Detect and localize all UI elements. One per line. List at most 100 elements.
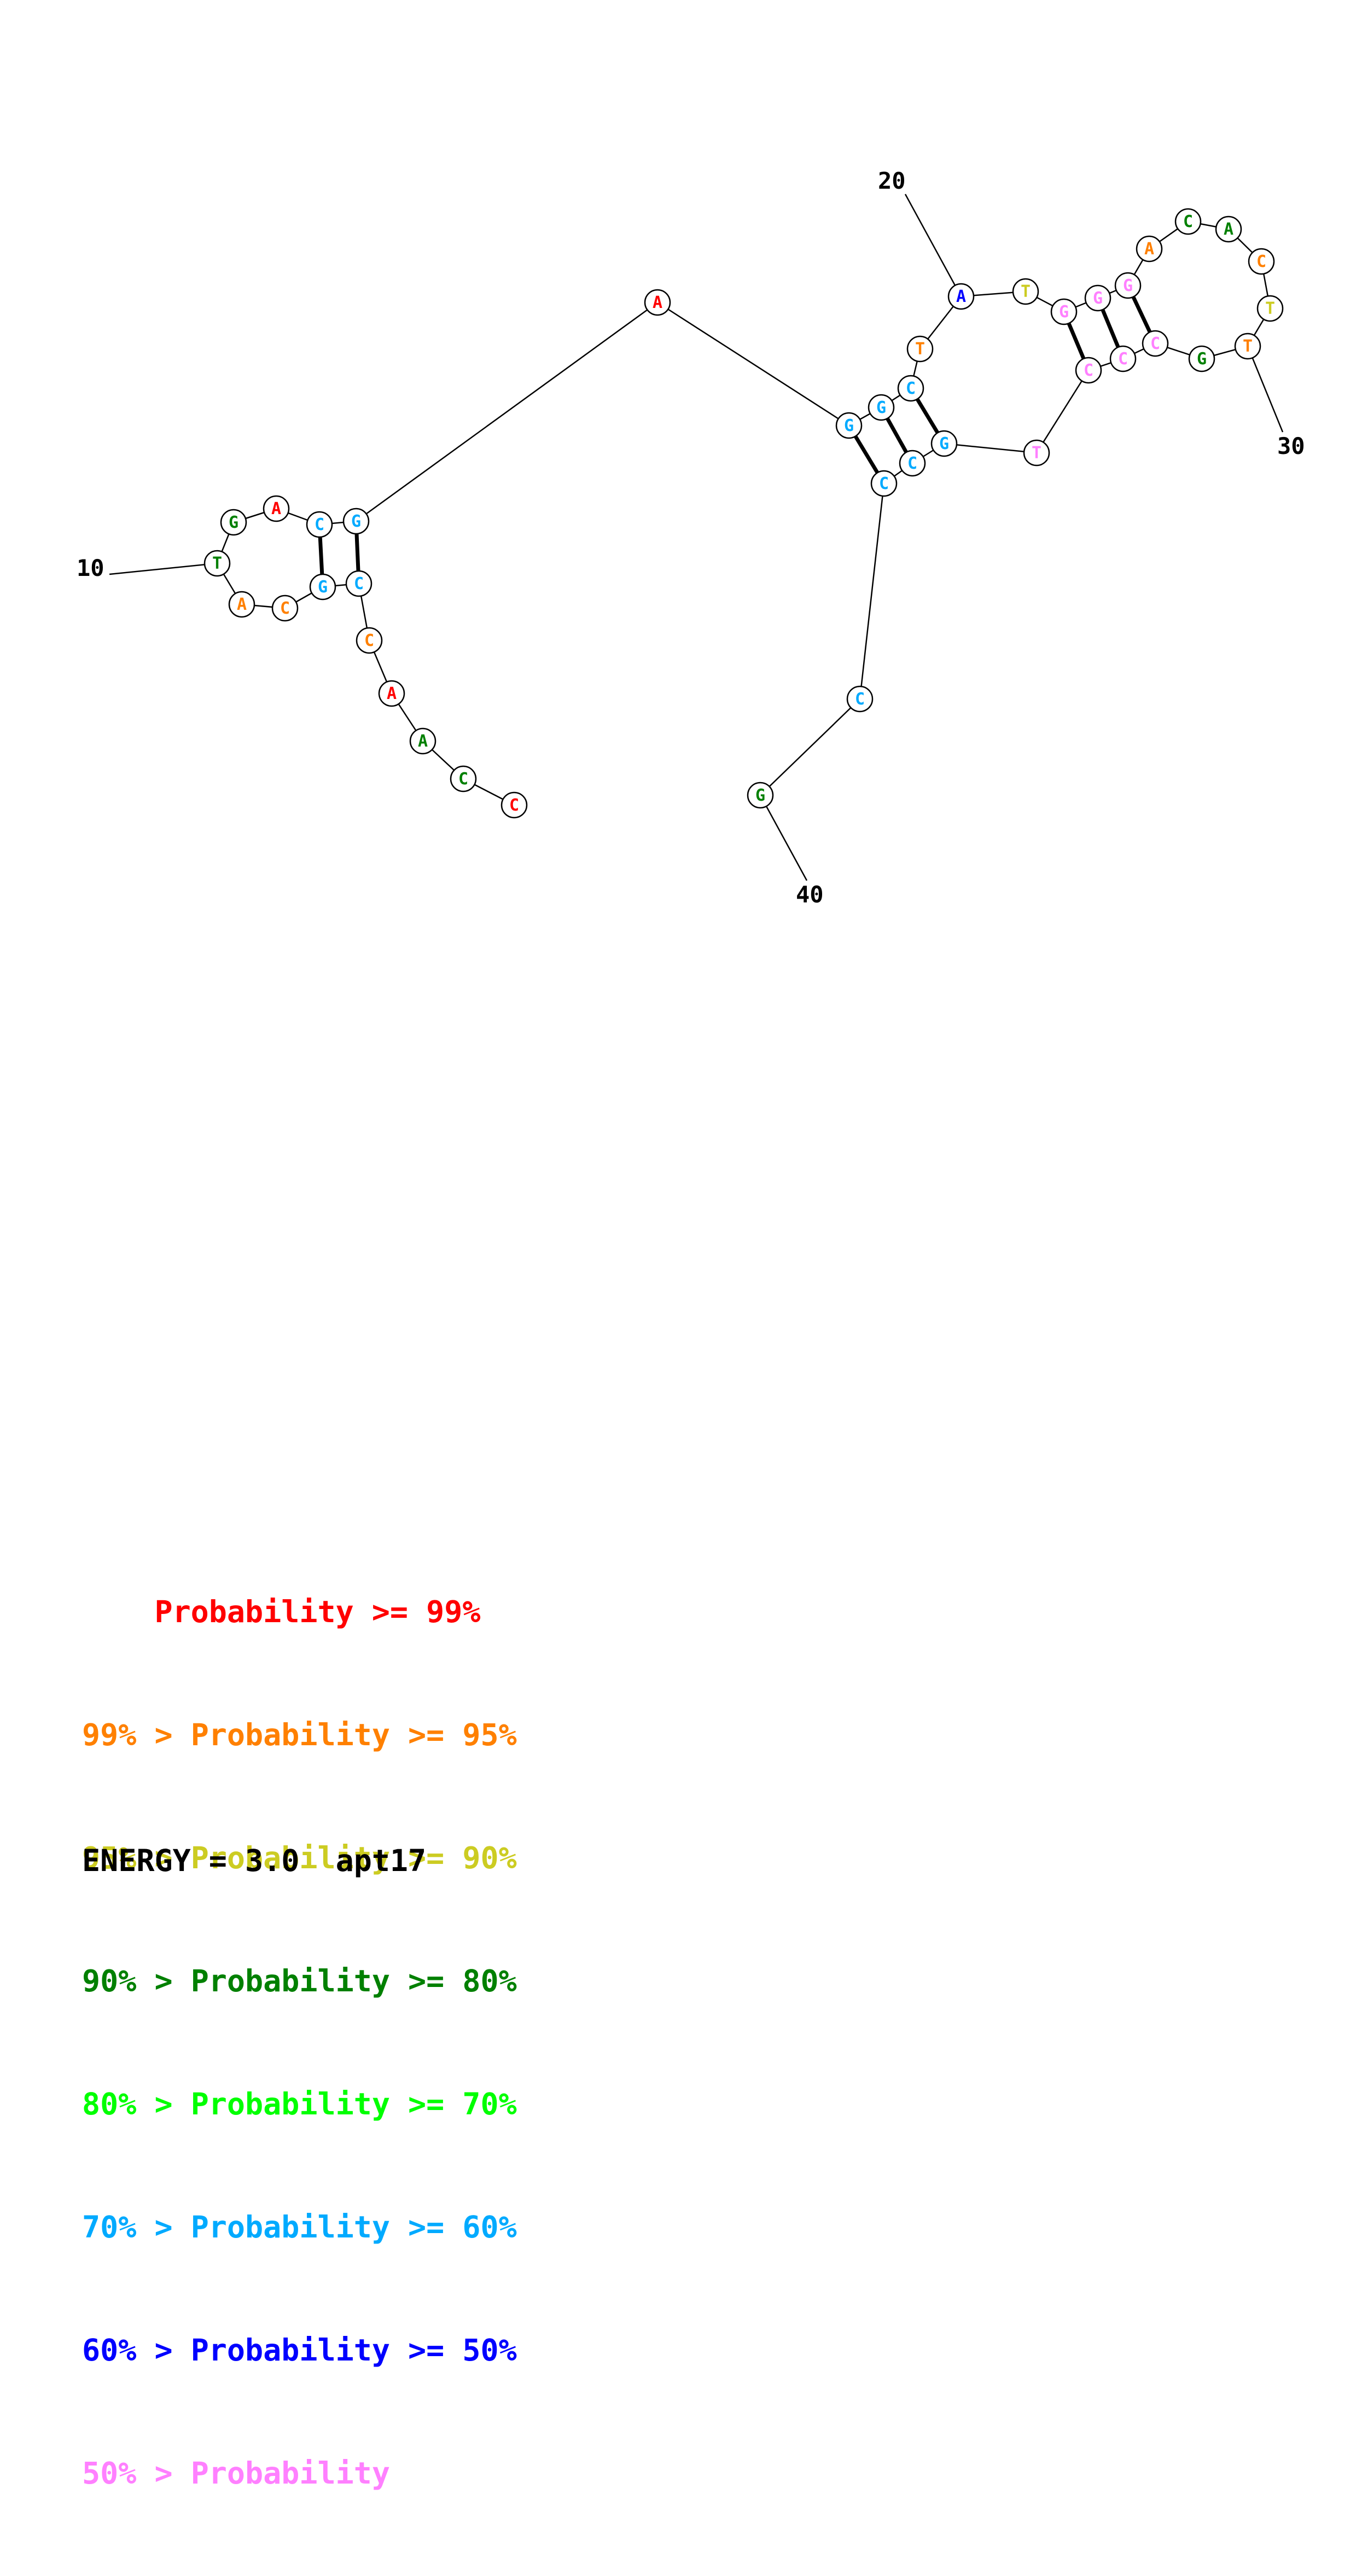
nucleotide-letter: C xyxy=(907,454,917,473)
legend-text: Probability xyxy=(190,2456,390,2491)
nucleotide-circle xyxy=(1109,345,1137,372)
nucleotide-circle xyxy=(1050,298,1078,325)
nucleotide-letter: T xyxy=(1243,337,1253,356)
nucleotide-circle xyxy=(356,627,383,654)
nucleotide-letter: A xyxy=(271,499,281,518)
nucleotide-circle xyxy=(897,375,924,402)
nucleotide-circle xyxy=(1136,235,1163,263)
position-label: 20 xyxy=(878,167,906,194)
legend-text: Probability >= 95% xyxy=(190,1717,517,1752)
nucleotide-circle xyxy=(930,430,958,457)
position-label: 30 xyxy=(1277,433,1305,459)
legend-row-0: Probability >= 99% xyxy=(82,1592,517,1633)
nucleotide: A xyxy=(1215,215,1242,243)
nucleotide-circle xyxy=(1023,439,1050,467)
nucleotide-letter: G xyxy=(1093,289,1103,308)
nucleotide-letter: C xyxy=(364,631,374,650)
nucleotide-circle xyxy=(409,727,437,755)
nucleotide-circle xyxy=(1012,278,1039,305)
nucleotide-letter: A xyxy=(418,732,428,751)
nucleotide-letter: T xyxy=(1021,282,1031,301)
nucleotide-circle xyxy=(870,470,898,497)
nucleotide-letter: A xyxy=(956,287,966,306)
nucleotide: G xyxy=(342,508,370,535)
nucleotide: C xyxy=(1142,330,1169,357)
nucleotide-circle xyxy=(1256,295,1284,322)
nucleotide-circle xyxy=(835,412,863,439)
nucleotide-letter: C xyxy=(879,474,889,493)
backbone-segment xyxy=(859,483,885,700)
backbone-segment xyxy=(760,698,860,796)
nucleotide: C xyxy=(345,570,373,597)
nucleotide-letter: C xyxy=(1256,252,1266,271)
nucleotide-letter: C xyxy=(280,599,290,618)
base-pairs xyxy=(317,284,1157,587)
position-labels: 10 20 30 40 xyxy=(77,167,1305,908)
nucleotide-letter: T xyxy=(212,554,222,573)
nucleotide-circle xyxy=(1188,345,1215,372)
nucleotide: C xyxy=(306,511,333,538)
legend-prefix: 80% > xyxy=(82,2087,191,2122)
legend-text: Probability >= 70% xyxy=(190,2087,517,2122)
nucleotide: G xyxy=(309,573,336,601)
legend-prefix: 70% > xyxy=(82,2210,191,2245)
nucleotide-letter: C xyxy=(855,690,865,709)
nucleotide: C xyxy=(846,685,874,713)
nucleotide-circle xyxy=(1075,357,1102,384)
nucleotide: T xyxy=(906,335,934,363)
nucleotide-letter: G xyxy=(876,398,886,417)
legend-prefix: 95% > xyxy=(82,1840,191,1875)
nucleotide: G xyxy=(930,430,958,457)
nucleotide: T xyxy=(1023,439,1050,467)
nucleotide-letter: C xyxy=(1183,212,1193,231)
nucleotide-circle xyxy=(306,511,333,538)
legend-text: Probability >= 90% xyxy=(190,1840,517,1875)
nucleotide-circle xyxy=(263,495,290,522)
nucleotide: T xyxy=(1256,295,1284,322)
position-label: 40 xyxy=(796,881,824,908)
nucleotide-letter: C xyxy=(315,515,324,534)
nucleotide: G xyxy=(220,509,247,536)
nucleotide: G xyxy=(868,394,895,421)
nucleotide-letter: G xyxy=(1197,349,1207,369)
nucleotide-letter: G xyxy=(1059,302,1069,322)
nucleotide-circle xyxy=(450,765,477,792)
legend-prefix: 99% > xyxy=(82,1717,191,1752)
position-tick xyxy=(109,562,218,575)
legend-row-6: 60% > Probability >= 50% xyxy=(82,2330,517,2371)
nucleotide-letter: A xyxy=(653,293,662,312)
nucleotide: A xyxy=(409,727,437,755)
position-tick xyxy=(904,194,962,297)
nucleotide-circle xyxy=(1142,330,1169,357)
nucleotide-letter: C xyxy=(354,574,364,593)
nucleotide: A xyxy=(947,283,975,310)
nucleotide: G xyxy=(1188,345,1215,372)
backbone-segment xyxy=(1035,370,1090,453)
nucleotide-circle xyxy=(228,591,255,618)
nucleotide-letter: G xyxy=(939,434,949,453)
position-tick xyxy=(759,795,808,881)
nucleotide-circle xyxy=(203,550,231,577)
nucleotide-circle xyxy=(1084,284,1111,312)
legend-row-7: 50% > Probability xyxy=(82,2453,517,2494)
nucleotide-circle xyxy=(342,508,370,535)
nucleotide-letter: C xyxy=(458,770,468,789)
nucleotide: C xyxy=(271,595,299,622)
nucleotide-circle xyxy=(1215,215,1242,243)
probability-legend: Probability >= 99% 99% > Probability >= … xyxy=(82,1510,517,2576)
backbone xyxy=(216,220,1271,806)
nucleotide-letter: G xyxy=(318,578,328,597)
nucleotide: T xyxy=(1234,333,1261,360)
nucleotide-circle xyxy=(1174,208,1202,235)
nucleotide-circle xyxy=(747,782,774,809)
legend-prefix xyxy=(82,1594,154,1629)
nucleotide: C xyxy=(899,450,926,477)
legend-prefix: 50% > xyxy=(82,2456,191,2491)
nucleotide-circle xyxy=(868,394,895,421)
nucleotide: G xyxy=(1114,272,1142,299)
nucleotide-letter: G xyxy=(229,513,238,532)
nucleotide-letter: G xyxy=(755,786,765,805)
position-tick xyxy=(1247,346,1284,433)
nucleotide-circle xyxy=(1114,272,1142,299)
